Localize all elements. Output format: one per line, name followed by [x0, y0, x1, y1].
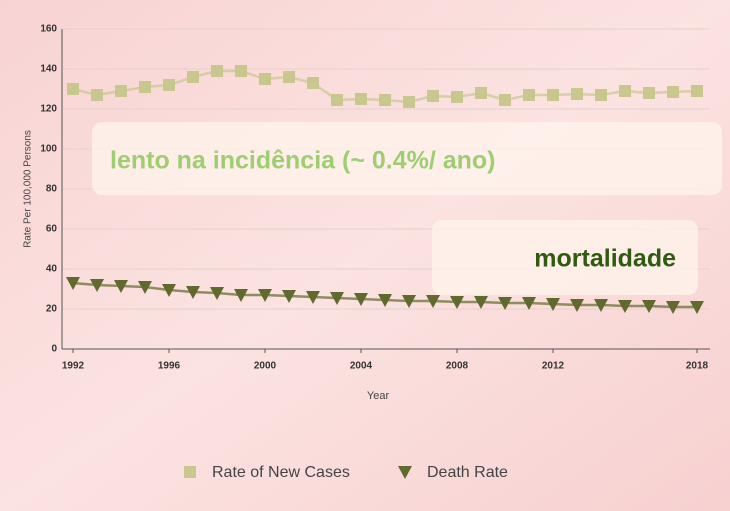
x-tick-label: 2000 [254, 361, 277, 372]
marker [211, 65, 223, 77]
y-tick-label: 20 [46, 304, 58, 315]
marker [139, 81, 151, 93]
marker [522, 297, 536, 310]
marker [570, 299, 584, 312]
marker [184, 466, 196, 478]
x-tick-label: 2018 [686, 361, 709, 372]
marker [402, 295, 416, 308]
marker [666, 301, 680, 314]
x-axis-label: Year [367, 390, 390, 402]
y-tick-label: 100 [40, 144, 57, 155]
y-tick-label: 80 [46, 184, 58, 195]
marker [451, 91, 463, 103]
marker [282, 290, 296, 303]
marker [283, 71, 295, 83]
marker [210, 287, 224, 300]
marker [163, 79, 175, 91]
marker [354, 293, 368, 306]
y-tick-label: 120 [40, 104, 57, 115]
marker [114, 280, 128, 293]
marker [642, 300, 656, 313]
annotation: lento na incidência (~ 0.4%/ ano) [110, 147, 496, 175]
marker [426, 295, 440, 308]
marker [162, 284, 176, 297]
marker [475, 87, 487, 99]
marker [691, 85, 703, 97]
marker [474, 296, 488, 309]
marker [546, 298, 560, 311]
marker [138, 281, 152, 294]
marker [90, 279, 104, 292]
marker [379, 94, 391, 106]
x-tick-label: 1992 [62, 361, 85, 372]
marker [186, 286, 200, 299]
marker [330, 292, 344, 305]
marker [378, 294, 392, 307]
marker [571, 88, 583, 100]
x-tick-label: 1996 [158, 361, 181, 372]
annotation-box [92, 122, 722, 195]
annotation: mortalidade [534, 245, 676, 273]
marker [259, 73, 271, 85]
marker [523, 89, 535, 101]
marker [67, 83, 79, 95]
marker [187, 71, 199, 83]
y-axis-label: Rate Per 100,000 Persons [23, 130, 34, 248]
marker [427, 90, 439, 102]
marker [667, 86, 679, 98]
x-tick-label: 2004 [350, 361, 373, 372]
marker [234, 289, 248, 302]
marker [91, 89, 103, 101]
marker [403, 96, 415, 108]
legend-label: Death Rate [427, 464, 508, 481]
marker [306, 291, 320, 304]
marker [595, 89, 607, 101]
marker [643, 87, 655, 99]
marker [594, 299, 608, 312]
marker [398, 466, 412, 479]
y-tick-label: 40 [46, 264, 58, 275]
marker [498, 297, 512, 310]
marker [690, 301, 704, 314]
marker [331, 94, 343, 106]
annotation-box [432, 220, 698, 295]
x-tick-label: 2008 [446, 361, 469, 372]
marker [619, 85, 631, 97]
y-tick-label: 60 [46, 224, 58, 235]
marker [258, 289, 272, 302]
y-tick-label: 160 [40, 24, 57, 35]
marker [499, 94, 511, 106]
marker [618, 300, 632, 313]
marker [235, 65, 247, 77]
y-tick-label: 0 [51, 344, 57, 355]
marker [307, 77, 319, 89]
marker [115, 85, 127, 97]
marker [547, 89, 559, 101]
y-tick-label: 140 [40, 64, 57, 75]
marker [355, 93, 367, 105]
x-tick-label: 2012 [542, 361, 565, 372]
marker [450, 296, 464, 309]
marker [66, 277, 80, 290]
legend-label: Rate of New Cases [212, 464, 350, 481]
